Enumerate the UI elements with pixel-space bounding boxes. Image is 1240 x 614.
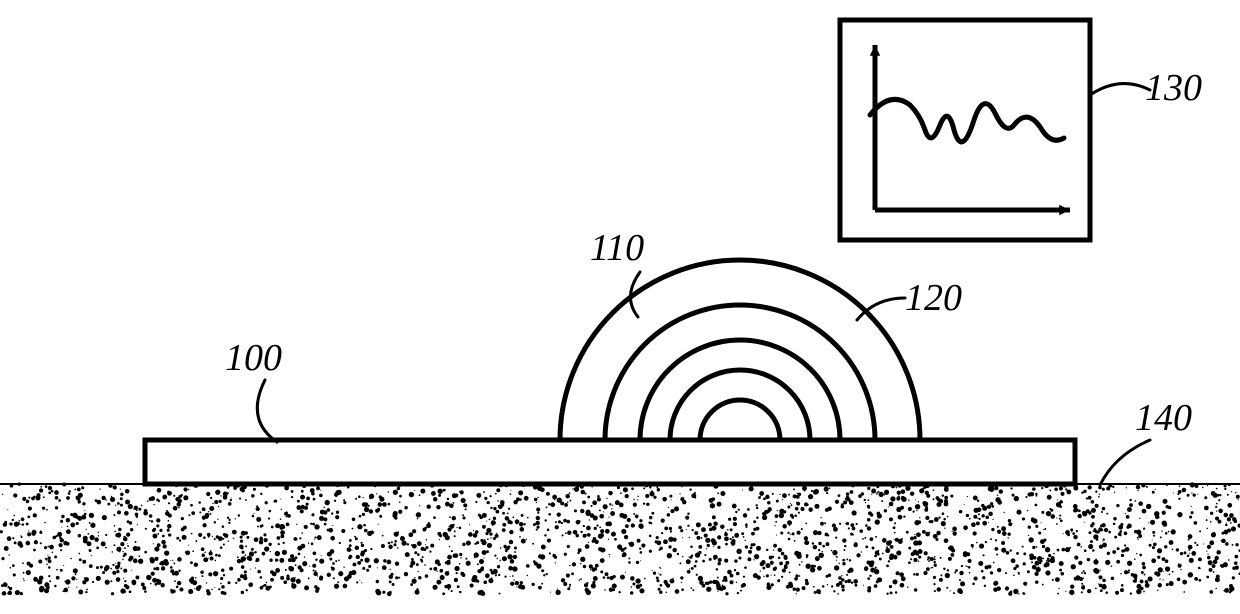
leader-ground: [1100, 440, 1150, 485]
label-ground: 140: [1135, 397, 1192, 439]
label-monitor: 130: [1145, 67, 1202, 109]
label-slab: 100: [225, 337, 282, 379]
dome-outline: [560, 260, 920, 440]
ground-region: [0, 481, 1240, 596]
label-waves: 120: [905, 277, 962, 319]
label-dome: 110: [590, 227, 644, 269]
leader-monitor: [1090, 84, 1150, 95]
slab: [145, 440, 1075, 484]
leader-slab: [257, 380, 277, 442]
